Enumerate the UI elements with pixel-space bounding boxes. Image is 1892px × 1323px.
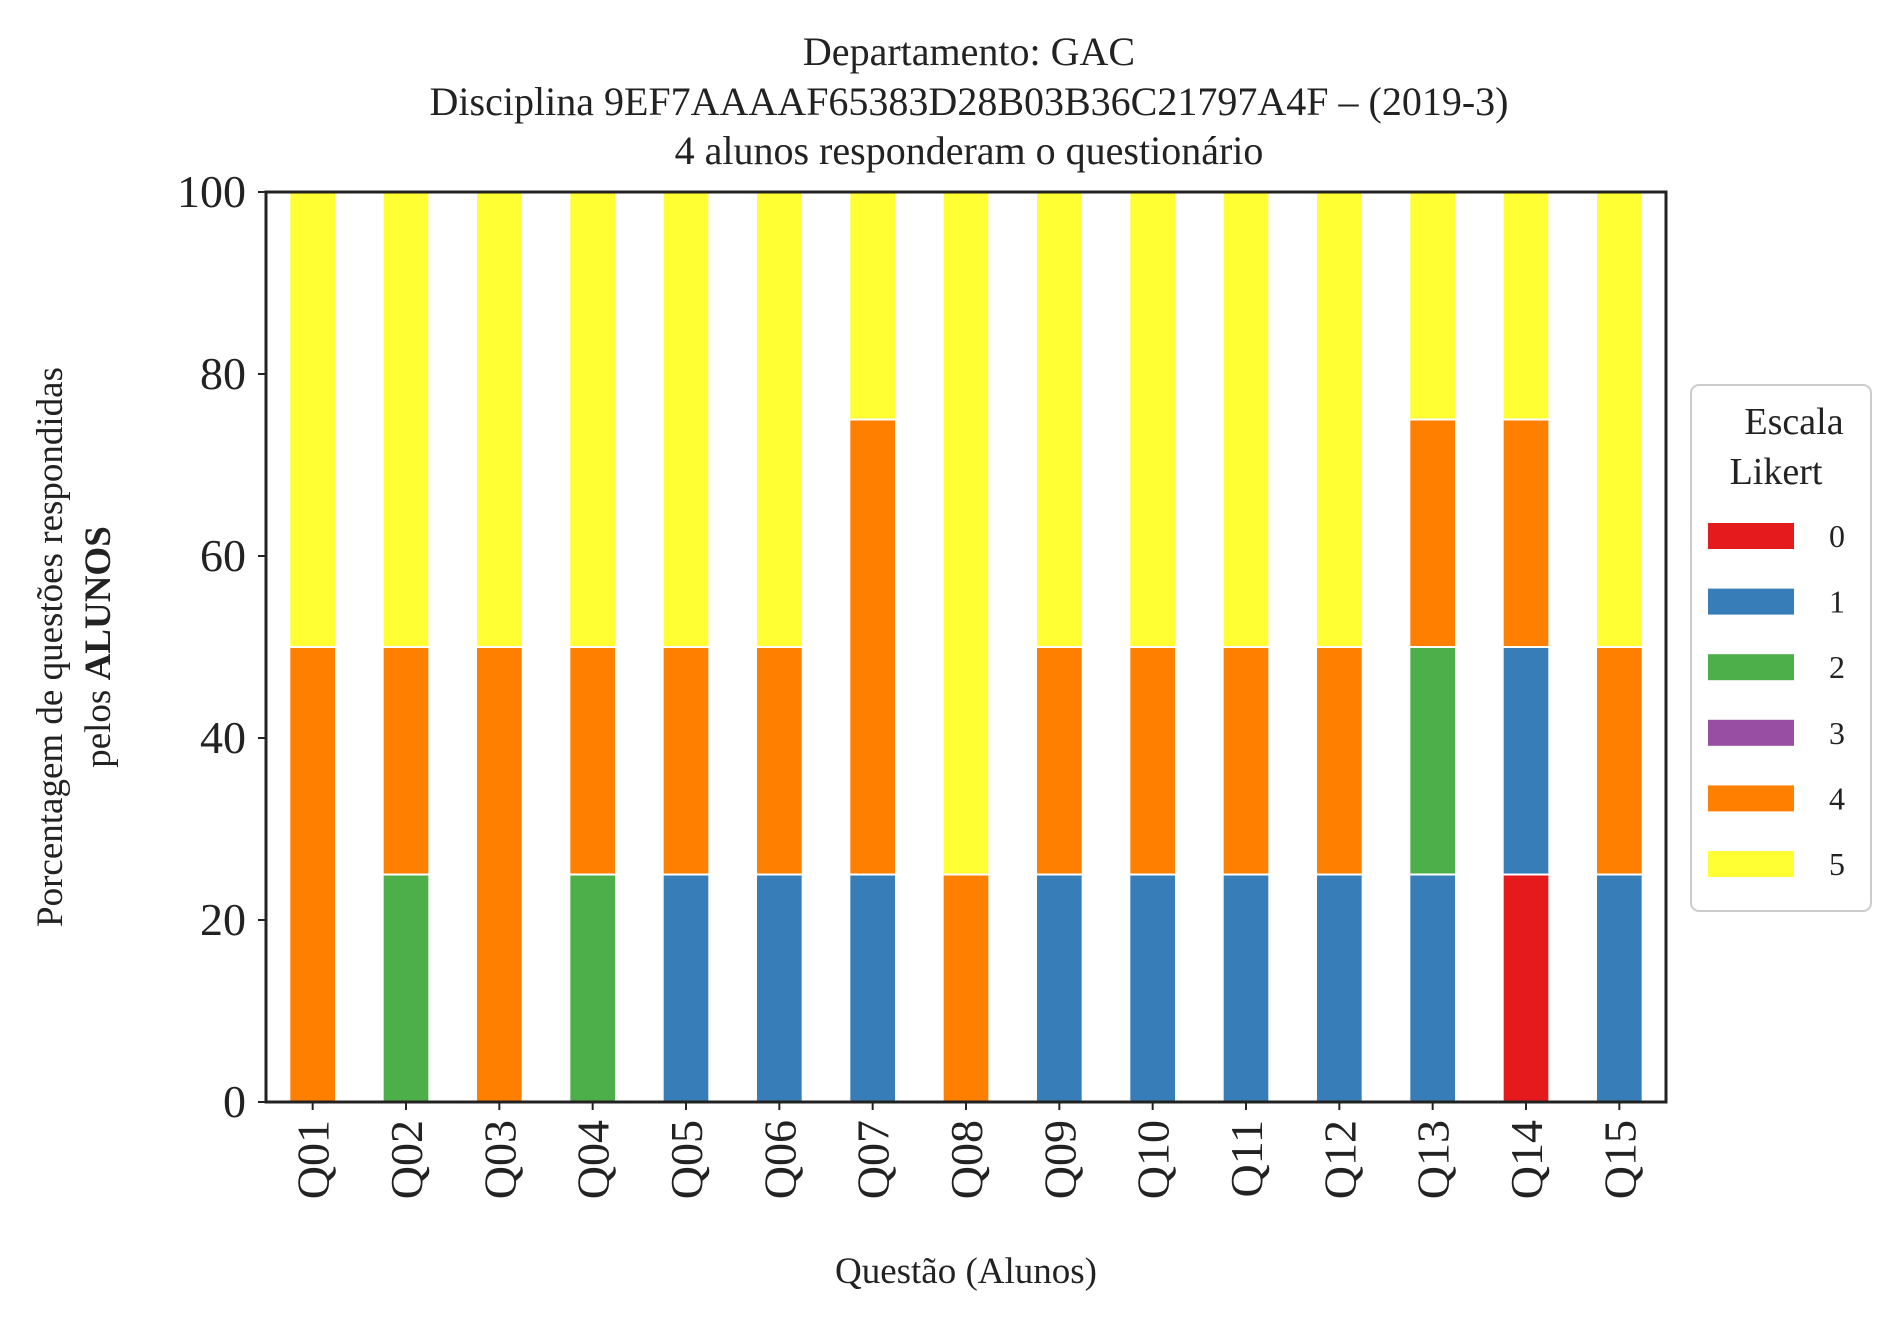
y-tick-label: 20 xyxy=(200,894,246,945)
legend-label-3: 3 xyxy=(1829,715,1845,751)
y-tick-label: 40 xyxy=(200,712,246,763)
bar-q09-likert-5 xyxy=(1035,191,1084,648)
bar-q14-likert-1 xyxy=(1501,646,1551,876)
bar-q10-likert-4 xyxy=(1128,646,1177,876)
bar-q04-likert-2 xyxy=(568,873,618,1103)
bar-q13-likert-5 xyxy=(1408,191,1457,421)
bar-q05-likert-1 xyxy=(661,873,711,1103)
legend-swatch-0 xyxy=(1708,523,1794,549)
y-tick-label: 0 xyxy=(223,1076,246,1127)
y-tick-label: 100 xyxy=(177,166,246,217)
bar-q09-likert-4 xyxy=(1035,646,1084,876)
bar-q02-likert-4 xyxy=(381,646,431,876)
bar-q05-likert-5 xyxy=(661,191,711,648)
plot-frame xyxy=(264,190,1668,1104)
x-axis-label: Questão (Alunos) xyxy=(835,1251,1097,1292)
y-axis-ticks: 0 20 40 60 80 100 xyxy=(177,166,266,1127)
bar-q07-likert-4 xyxy=(848,418,898,876)
bar-q09-likert-1 xyxy=(1035,873,1084,1103)
bar-q04-likert-4 xyxy=(568,646,618,876)
x-tick-label-q13: Q13 xyxy=(1408,1120,1459,1199)
bar-q04-likert-5 xyxy=(568,191,618,648)
legend-swatch-4 xyxy=(1708,785,1794,812)
bar-q12-likert-1 xyxy=(1315,873,1364,1103)
bar-q12-likert-5 xyxy=(1315,191,1364,648)
bar-q08-likert-5 xyxy=(941,191,991,876)
legend-swatch-3 xyxy=(1708,719,1794,746)
bars-group xyxy=(288,191,1644,1103)
x-tick-label-q09: Q09 xyxy=(1034,1120,1085,1199)
x-axis-ticks: Q01 Q02 Q03 Q04 Q05 Q06 Q07 Q08 Q09 Q10 Q11 Q12 Q13 Q… xyxy=(288,1102,1645,1199)
legend-label-2: 2 xyxy=(1829,649,1845,685)
bar-q12-likert-4 xyxy=(1315,646,1364,876)
legend-swatch-1 xyxy=(1708,588,1794,615)
bar-q07-likert-1 xyxy=(848,873,898,1103)
bar-q13-likert-4 xyxy=(1408,418,1457,648)
legend-label-4: 4 xyxy=(1829,780,1845,816)
bar-q03-likert-4 xyxy=(475,646,524,1103)
bar-q06-likert-4 xyxy=(755,646,804,876)
x-tick-label-q08: Q08 xyxy=(941,1120,992,1199)
legend-items: 0 1 2 3 4 5 xyxy=(1708,518,1845,882)
bar-q15-likert-5 xyxy=(1595,191,1644,648)
legend-title-line-2: Likert xyxy=(1730,451,1823,493)
y-axis-label-line-2: pelos ALUNOS xyxy=(78,526,119,768)
bar-q08-likert-4 xyxy=(941,873,991,1103)
bar-q14-likert-4 xyxy=(1501,418,1551,648)
bar-q13-likert-1 xyxy=(1408,873,1457,1103)
y-tick-label: 60 xyxy=(200,530,246,581)
x-tick-label-q04: Q04 xyxy=(568,1120,619,1199)
x-tick-label-q14: Q14 xyxy=(1501,1120,1552,1199)
chart-title-line-2: Disciplina 9EF7AAAAF65383D28B03B36C21797… xyxy=(430,79,1509,124)
bar-q03-likert-5 xyxy=(475,191,524,648)
y-axis-label-prefix: pelos xyxy=(78,680,119,767)
legend-frame xyxy=(1690,384,1872,912)
bar-q10-likert-1 xyxy=(1128,873,1177,1103)
legend-swatch-5 xyxy=(1708,851,1794,877)
y-axis-label-line-1: Porcentagem de questões respondidas xyxy=(30,367,71,927)
bar-q01-likert-4 xyxy=(288,646,337,1103)
bar-q05-likert-4 xyxy=(661,646,711,876)
legend-swatch-2 xyxy=(1708,654,1794,681)
bar-q02-likert-5 xyxy=(381,191,431,648)
y-tick-label: 80 xyxy=(200,348,246,399)
x-tick-label-q12: Q12 xyxy=(1314,1120,1365,1199)
y-axis-label-bold: ALUNOS xyxy=(78,526,119,680)
bar-q14-likert-0 xyxy=(1501,873,1551,1103)
legend-title-line-1: Escala xyxy=(1744,401,1843,443)
legend-label-5: 5 xyxy=(1829,846,1845,882)
x-tick-label-q07: Q07 xyxy=(848,1120,899,1199)
bar-q11-likert-4 xyxy=(1221,646,1271,876)
x-tick-label-q15: Q15 xyxy=(1594,1120,1645,1199)
bar-q11-likert-1 xyxy=(1221,873,1271,1103)
legend: Escala Likert 0 1 2 3 4 5 xyxy=(1690,384,1872,912)
bar-q13-likert-2 xyxy=(1408,646,1457,876)
bar-q14-likert-5 xyxy=(1501,191,1551,421)
x-tick-label-q05: Q05 xyxy=(661,1120,712,1199)
bar-q06-likert-5 xyxy=(755,191,804,648)
x-tick-label-q11: Q11 xyxy=(1221,1120,1272,1198)
bar-q15-likert-4 xyxy=(1595,646,1644,876)
bar-q07-likert-5 xyxy=(848,191,898,421)
x-tick-label-q01: Q01 xyxy=(288,1120,339,1199)
x-tick-label-q03: Q03 xyxy=(474,1120,525,1199)
bar-q11-likert-5 xyxy=(1221,191,1271,648)
chart-title-line-1: Departamento: GAC xyxy=(803,29,1135,74)
legend-label-1: 1 xyxy=(1829,584,1845,620)
legend-label-0: 0 xyxy=(1829,518,1845,554)
chart-title-line-3: 4 alunos responderam o questionário xyxy=(675,128,1264,173)
x-tick-label-q02: Q02 xyxy=(381,1120,432,1199)
bar-q15-likert-1 xyxy=(1595,873,1644,1103)
bar-q02-likert-2 xyxy=(381,873,431,1103)
x-tick-label-q06: Q06 xyxy=(754,1120,805,1199)
x-tick-label-q10: Q10 xyxy=(1128,1120,1179,1199)
bar-q01-likert-5 xyxy=(288,191,337,648)
bar-q10-likert-5 xyxy=(1128,191,1177,648)
bar-q06-likert-1 xyxy=(755,873,804,1103)
